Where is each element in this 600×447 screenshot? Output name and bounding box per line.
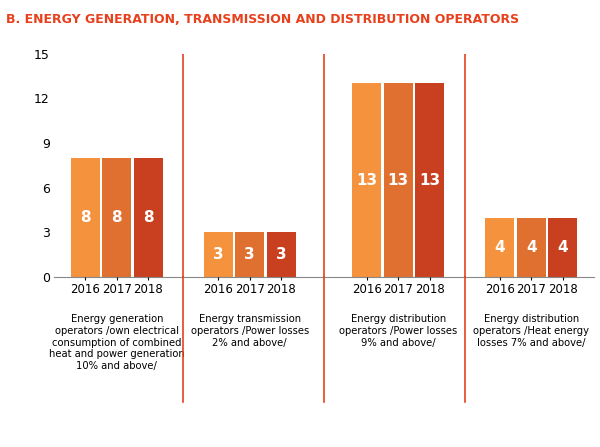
Bar bbox=[71, 158, 100, 277]
Bar bbox=[517, 218, 546, 277]
Text: 13: 13 bbox=[419, 173, 440, 188]
Bar bbox=[548, 218, 577, 277]
Text: 4: 4 bbox=[526, 240, 536, 255]
Text: 3: 3 bbox=[244, 247, 255, 262]
Text: Energy generation
operators /own electrical
consumption of combined
heat and pow: Energy generation operators /own electri… bbox=[49, 314, 185, 371]
Text: B. ENERGY GENERATION, TRANSMISSION AND DISTRIBUTION OPERATORS: B. ENERGY GENERATION, TRANSMISSION AND D… bbox=[6, 13, 519, 26]
Text: Energy distribution
operators /Heat energy
losses 7% and above/: Energy distribution operators /Heat ener… bbox=[473, 314, 589, 348]
Bar bbox=[352, 84, 382, 277]
Text: 4: 4 bbox=[557, 240, 568, 255]
Text: 4: 4 bbox=[494, 240, 505, 255]
Text: 8: 8 bbox=[143, 210, 154, 225]
Bar bbox=[415, 84, 445, 277]
Text: 8: 8 bbox=[80, 210, 91, 225]
Bar bbox=[485, 218, 514, 277]
Text: 3: 3 bbox=[213, 247, 224, 262]
Text: Energy distribution
operators /Power losses
9% and above/: Energy distribution operators /Power los… bbox=[339, 314, 457, 348]
Bar bbox=[235, 232, 265, 277]
Text: 8: 8 bbox=[112, 210, 122, 225]
Text: Energy transmission
operators /Power losses
2% and above/: Energy transmission operators /Power los… bbox=[191, 314, 309, 348]
Text: 13: 13 bbox=[388, 173, 409, 188]
Bar bbox=[266, 232, 296, 277]
Bar bbox=[134, 158, 163, 277]
Text: 3: 3 bbox=[276, 247, 286, 262]
Text: 13: 13 bbox=[356, 173, 377, 188]
Bar bbox=[383, 84, 413, 277]
Bar bbox=[102, 158, 131, 277]
Bar bbox=[203, 232, 233, 277]
